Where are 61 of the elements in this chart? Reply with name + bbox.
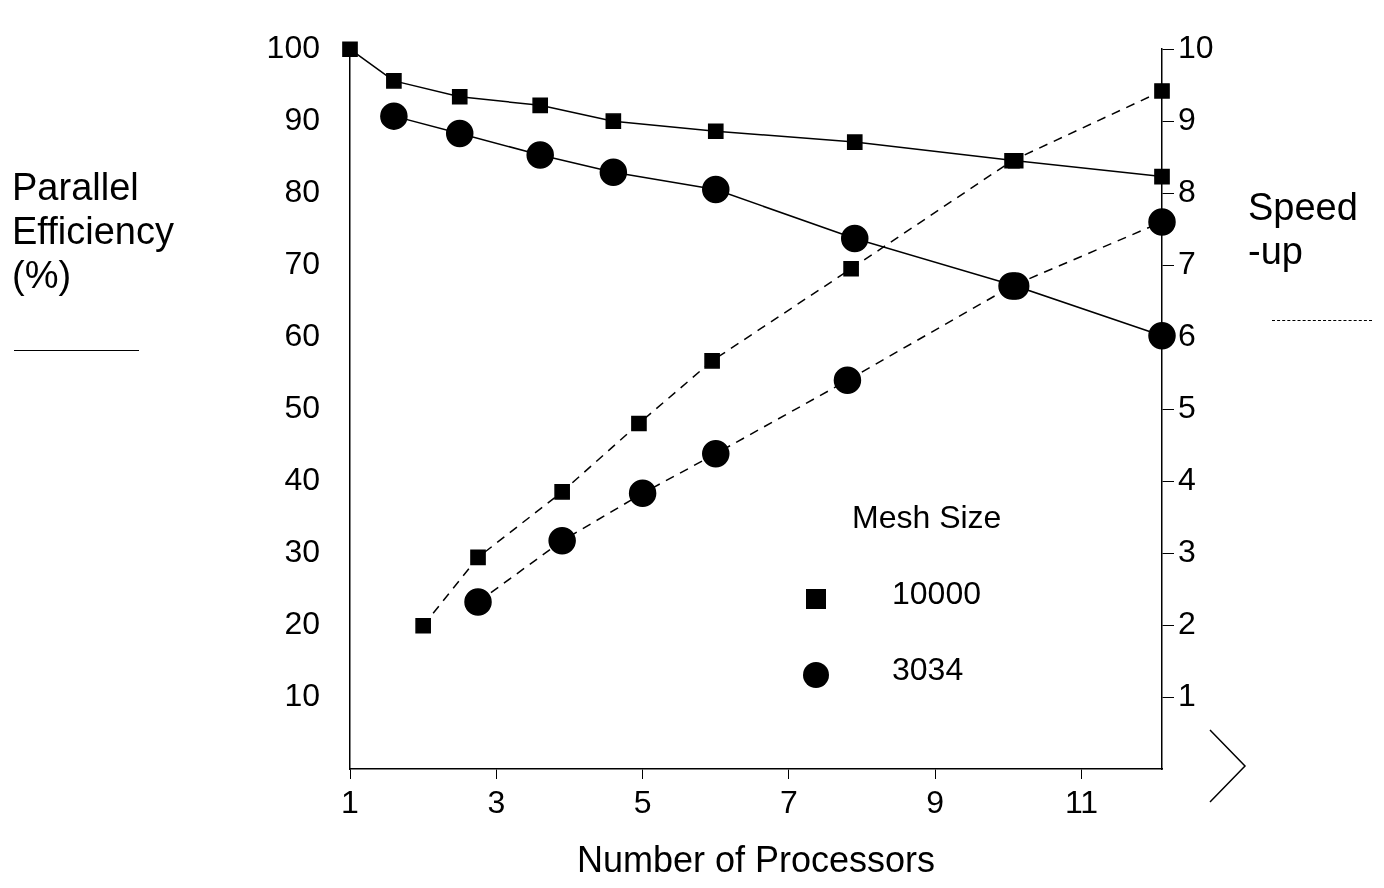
y-tick-label: 30 [284,532,320,569]
y2-axis-title: Speed -up [1248,185,1359,273]
point [702,175,730,204]
y-tick-label: 90 [284,101,320,138]
y-tick-label: 20 [284,604,320,641]
x-axis-title: Number of Processors [576,839,936,881]
point [704,353,720,369]
point [526,141,554,169]
point [841,224,869,253]
point [707,123,724,140]
point [470,549,486,566]
point [843,260,859,277]
x-tick-label: 7 [780,784,798,821]
point [1007,152,1024,169]
point [386,73,402,89]
y2-tick-label: 7 [1178,244,1196,281]
y-tick-label: 10 [284,676,320,713]
legend-label: 3034 [892,650,964,687]
x-tick-label: 1 [341,784,359,821]
point [628,479,657,508]
point [1154,168,1170,185]
point [380,102,408,130]
point [464,588,492,616]
point [532,97,549,114]
point [451,88,468,105]
y2-tick-label: 2 [1178,604,1196,641]
legend-label: 10000 [892,574,981,611]
point [605,113,622,129]
point [445,119,474,148]
point [1148,321,1176,350]
y-tick-label: 80 [284,172,320,209]
y-tick-label: 50 [284,388,320,425]
y-tick-label: 100 [266,29,320,66]
y2-tick-label: 6 [1178,316,1196,353]
y2-tick-label: 1 [1178,676,1196,713]
point [342,41,358,58]
point [846,134,863,150]
y-axis-title: Parallel Efficiency (%) [12,165,175,297]
y2-tick-label: 9 [1178,101,1196,138]
point [1148,208,1176,236]
point [554,484,570,500]
y-tick-label: 40 [284,460,320,497]
y2-tick-label: 8 [1178,172,1196,209]
y2-tick-label: 10 [1178,29,1214,66]
x-tick-label: 5 [633,784,652,821]
point [415,617,431,634]
y2-tick-label: 4 [1178,460,1196,497]
legend-title: Mesh Size [852,498,1002,535]
y-tick-label: 60 [284,316,320,353]
point [833,366,862,395]
x-tick-label: 9 [926,784,945,821]
point [1154,83,1170,99]
x-tick-label: 11 [1064,784,1099,821]
y2-tick-label: 3 [1178,532,1196,569]
point [548,527,576,555]
x-tick-label: 3 [487,784,506,821]
point [702,439,730,468]
y2-tick-label: 5 [1178,388,1196,425]
point [599,158,628,187]
y-tick-label: 70 [284,244,320,281]
point [631,415,647,432]
